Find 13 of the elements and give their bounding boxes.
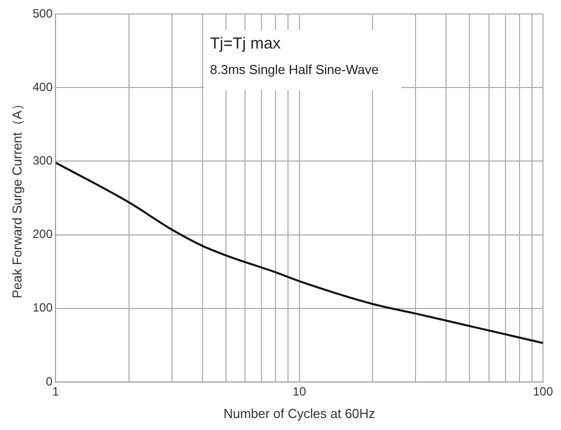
y-tick-label: 400	[32, 80, 53, 94]
x-tick-label: 100	[532, 384, 554, 399]
annotation: Tj=Tj max	[210, 35, 281, 52]
y-tick-label: 100	[32, 300, 53, 315]
x-tick-label: 1	[52, 384, 60, 399]
annotation: 8.3ms Single Half Sine-Wave	[210, 62, 379, 78]
y-tick-label: 200	[32, 227, 53, 242]
y-tick-label: 500	[32, 6, 53, 20]
y-axis-title: Peak Forward Surge Current（A）	[9, 98, 24, 298]
y-tick-label: 0	[46, 374, 53, 388]
x-axis-title: Number of Cycles at 60Hz	[223, 406, 376, 421]
y-tick-label: 300	[32, 154, 53, 168]
x-tick-label: 10	[292, 384, 306, 399]
